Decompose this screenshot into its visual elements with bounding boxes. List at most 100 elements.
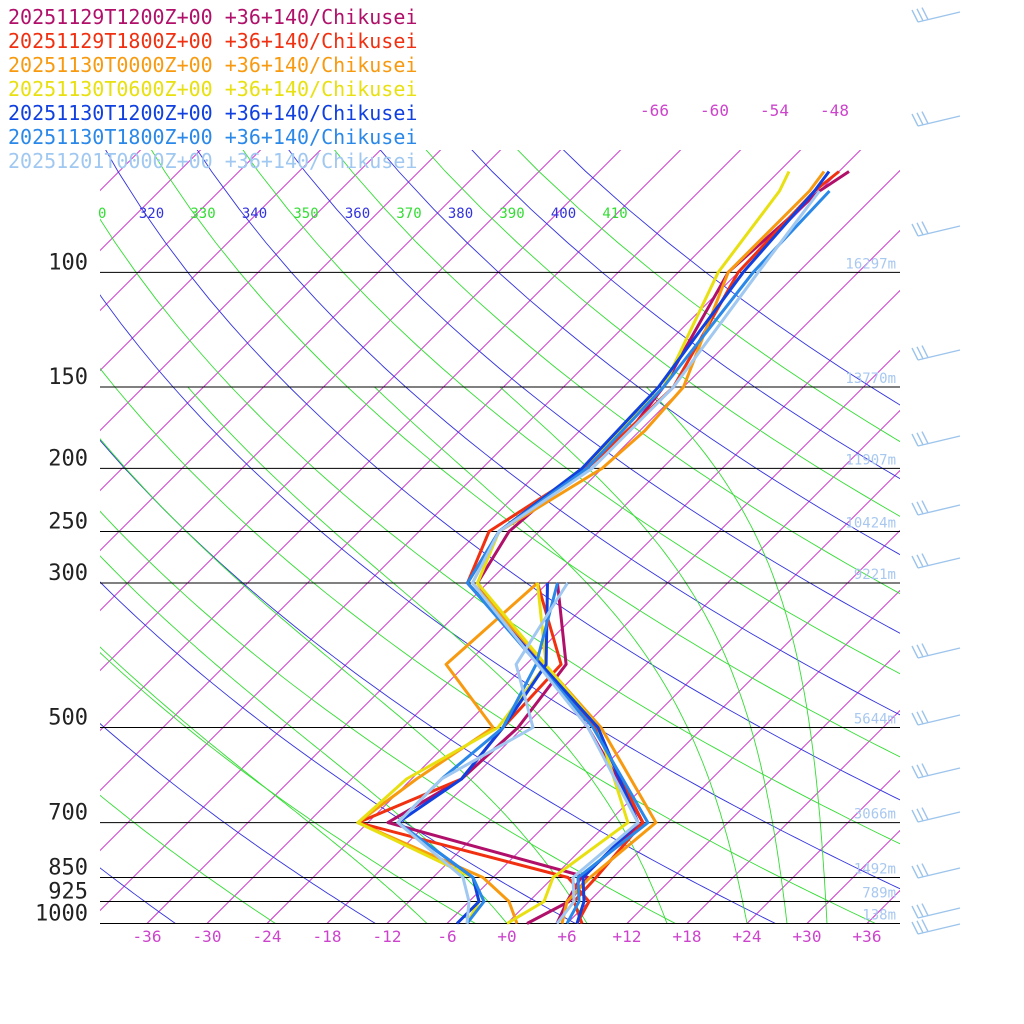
height-label: 13770m — [845, 371, 896, 387]
dry-adiabat-line — [100, 294, 900, 890]
moist-adiabat-line — [100, 646, 428, 924]
wind-barb-flag — [916, 8, 924, 22]
wind-barb-flag — [921, 221, 929, 234]
dry-adiabat-line — [288, 150, 900, 634]
theta-label: 380 — [448, 206, 473, 222]
temperature-profile-line — [471, 190, 821, 925]
wind-barb-icon — [911, 919, 961, 935]
temperature-tick-label: -30 — [193, 927, 222, 946]
wind-barb-icon — [911, 111, 961, 127]
isotherm-line — [566, 589, 900, 924]
wind-barb-flag — [916, 554, 924, 568]
wind-barb-staff — [917, 714, 961, 726]
isotherm-line — [927, 128, 1024, 924]
wind-barb-flag — [921, 111, 929, 124]
isotherm-label: -54 — [760, 101, 789, 120]
pressure-label: 200 — [48, 446, 88, 471]
isotherm-line — [386, 409, 900, 924]
temperature-tick-label: +24 — [733, 927, 762, 946]
isotherm-line — [100, 150, 322, 372]
isotherm-label: -60 — [700, 101, 729, 120]
height-label: 789m — [862, 885, 896, 901]
pressure-label: 925 — [48, 879, 88, 904]
isotherm-line — [746, 769, 900, 924]
axis-labels: 100 16297m 150 13770m 200 11907m 250 10424m 300 9… — [35, 101, 896, 946]
wind-barb-icon — [911, 221, 961, 237]
wind-barb-flag — [911, 809, 919, 823]
wind-barb-flag — [916, 904, 924, 918]
wind-barb-flag — [911, 865, 919, 879]
wind-barb-staff — [917, 11, 961, 23]
legend-entry: 20251130T1800Z+00 +36+140/Chikusei — [8, 125, 417, 149]
dewpoint-profile-line — [396, 582, 569, 924]
wind-barb-flag — [911, 645, 919, 659]
wind-barb-icon — [911, 345, 961, 361]
isotherm-line — [326, 349, 900, 924]
height-label: 9221m — [854, 567, 896, 583]
isotherm-line — [146, 169, 900, 924]
isotherm-line — [806, 829, 900, 924]
wind-barbs — [911, 7, 961, 935]
wind-barb-flag — [911, 113, 919, 127]
pressure-label: 500 — [48, 705, 88, 730]
theta-label: 410 — [602, 206, 627, 222]
theta-label: 370 — [396, 206, 421, 222]
wind-barb-flag — [911, 433, 919, 447]
wind-barb-flag — [921, 643, 929, 656]
isotherm-line — [206, 229, 900, 924]
isotherm-line — [100, 150, 562, 612]
dry-adiabat-line — [100, 367, 876, 924]
dry-adiabat-line — [100, 794, 276, 924]
pressure-label: 700 — [48, 801, 88, 826]
isotherm-line — [100, 150, 382, 432]
isotherm-line — [987, 128, 1024, 924]
wind-barb-flag — [916, 644, 924, 658]
temperature-profile-line — [466, 189, 831, 925]
moist-adiabat-line — [646, 386, 828, 924]
wind-barb-flag — [921, 7, 929, 20]
dry-adiabat-line — [100, 652, 476, 924]
wind-barb-icon — [911, 7, 961, 23]
theta-label: 360 — [345, 206, 370, 222]
height-label: 16297m — [845, 256, 896, 272]
temperature-profile-line — [466, 170, 840, 925]
wind-barb-flag — [921, 345, 929, 358]
wind-barb-flag — [921, 807, 929, 820]
wind-barb-staff — [917, 923, 961, 935]
wind-barb-staff — [917, 907, 961, 919]
height-label: 1492m — [854, 862, 896, 878]
isotherm-line — [446, 469, 900, 924]
wind-barb-flag — [916, 346, 924, 360]
legend-entry: 20251130T1200Z+00 +36+140/Chikusei — [8, 101, 417, 125]
dry-adiabat-line — [100, 581, 576, 924]
wind-barb-icon — [911, 500, 961, 516]
wind-barb-staff — [917, 435, 961, 447]
wind-barb-staff — [917, 557, 961, 569]
wind-barb-flag — [911, 502, 919, 516]
theta-label: 390 — [499, 206, 524, 222]
wind-barb-flag — [911, 347, 919, 361]
dry-adiabat-line — [150, 150, 900, 758]
wind-barb-icon — [911, 643, 961, 659]
temperature-profile-line — [476, 170, 791, 925]
wind-barb-flag — [916, 808, 924, 822]
wind-barb-flag — [911, 712, 919, 726]
wind-barb-flag — [911, 223, 919, 237]
isotherm-line — [686, 709, 900, 924]
pressure-label: 300 — [48, 561, 88, 586]
isotherm-line — [506, 529, 900, 924]
moist-adiabat-line — [100, 555, 508, 924]
wind-barb-flag — [911, 905, 919, 919]
temperature-profile-line — [471, 170, 826, 924]
dry-adiabat-line — [334, 150, 900, 595]
wind-barb-flag — [916, 711, 924, 725]
height-label: 3066m — [854, 807, 896, 823]
wind-barb-flag — [916, 501, 924, 515]
wind-barb-flag — [911, 921, 919, 935]
pressure-label: 1000 — [35, 902, 88, 927]
legend-entry: 20251201T0000Z+00 +36+140/Chikusei — [8, 149, 417, 173]
wind-barb-icon — [911, 710, 961, 726]
wind-barb-flag — [911, 555, 919, 569]
dry-adiabat-line — [100, 867, 176, 924]
